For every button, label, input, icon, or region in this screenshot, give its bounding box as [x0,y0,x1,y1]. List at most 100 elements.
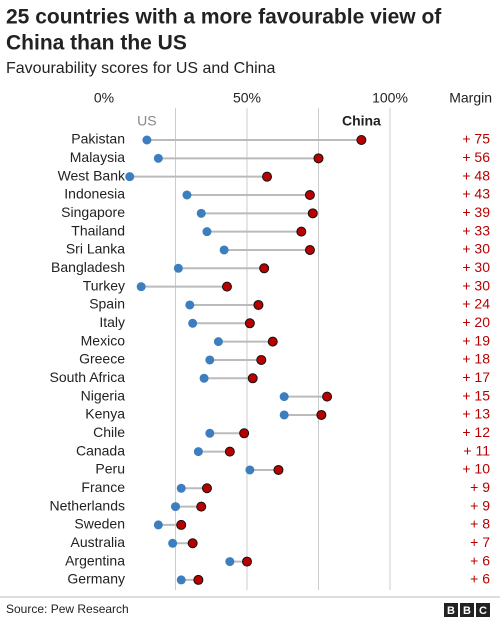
y-tick-label: Spain [89,296,125,312]
chart-title-line: 25 countries with a more favourable view… [6,6,442,29]
china-dot [242,556,252,567]
china-dot [259,263,270,274]
chart-title-line: China than the US [6,32,187,55]
y-tick-label: Turkey [83,277,125,293]
china-dot [316,409,327,420]
us-dot [279,392,289,402]
legend-label: US [137,113,156,129]
us-dot [205,428,215,438]
us-dot [182,190,192,200]
y-tick-label: Peru [95,461,125,477]
us-dot [199,373,209,383]
china-dot [296,226,307,237]
us-dot [193,447,203,457]
us-dot [213,337,223,347]
y-tick-label: Chile [93,424,125,440]
margin-label: + 10 [462,461,490,477]
margin-label: + 13 [462,406,490,422]
margin-label: + 12 [462,424,490,440]
china-dot [193,574,204,585]
x-tick-label: 50% [233,90,261,106]
margin-label: + 24 [462,296,490,312]
margin-label: + 56 [462,149,490,165]
china-dot [221,281,232,292]
y-tick-label: Bangladesh [51,259,125,275]
us-dot [245,465,255,475]
logo-letter: B [447,605,455,617]
source: Source: Pew Research [6,602,129,616]
logo-letter: B [463,605,471,617]
y-tick-label: Nigeria [81,387,126,403]
y-tick-label: Mexico [81,332,126,348]
margin-label: + 20 [462,314,490,330]
margin-label: + 48 [462,167,490,183]
china-dot [201,483,212,494]
china-dot [256,354,267,365]
margin-label: + 18 [462,351,490,367]
china-dot [313,153,324,164]
china-dot [262,171,273,182]
us-dot [185,300,195,310]
y-tick-label: West Bank [58,167,126,183]
china-dot [244,318,255,329]
us-dot [176,575,186,585]
y-tick-label: Pakistan [71,131,125,147]
y-tick-label: Australia [71,534,126,550]
us-dot [153,520,163,530]
y-tick-label: Singapore [61,204,125,220]
us-dot [136,282,146,292]
china-dot [253,299,264,310]
margin-label: + 17 [462,369,490,385]
china-dot [224,446,235,457]
y-tick-label: Canada [76,442,125,458]
us-dot [171,502,180,512]
y-tick-label: Sweden [74,516,125,532]
x-tick-label: 100% [372,90,408,106]
margin-label: + 19 [462,332,490,348]
us-dot [225,557,235,567]
china-dot [247,373,258,384]
y-tick-label: Kenya [85,406,125,422]
margin-label: + 8 [470,516,490,532]
us-dot [219,245,229,255]
margin-label: + 6 [470,552,490,568]
legend-label: China [342,113,381,129]
margin-label: + 7 [470,534,490,550]
margin-label: + 39 [462,204,490,220]
margin-header: Margin [449,90,492,106]
y-tick-label: Malaysia [70,149,125,165]
y-tick-label: Indonesia [64,186,125,202]
margin-label: + 75 [462,131,490,147]
margin-label: + 33 [462,222,490,238]
logo-letter: C [479,605,487,617]
china-dot [304,244,315,255]
china-dot [307,208,318,219]
us-dot [173,263,183,273]
us-dot [188,318,198,328]
us-dot [196,208,206,218]
y-tick-label: Netherlands [50,497,126,513]
margin-label: + 9 [470,497,490,513]
china-dot [196,501,207,512]
us-dot [125,172,135,182]
y-tick-label: Germany [67,571,125,587]
us-dot [153,153,163,163]
y-tick-label: South Africa [50,369,126,385]
china-dot [356,135,367,145]
margin-label: + 30 [462,241,490,257]
margin-label: + 43 [462,186,490,202]
china-dot [239,428,250,439]
y-tick-label: Greece [79,351,125,367]
china-dot [267,336,278,347]
margin-label: + 9 [470,479,490,495]
y-tick-label: Thailand [71,222,125,238]
x-tick-label: 0% [94,90,114,106]
china-dot [273,464,284,475]
china-dot [322,391,333,402]
y-tick-label: France [81,479,125,495]
us-dot [205,355,215,365]
margin-label: + 30 [462,277,490,293]
china-dot [176,519,187,530]
china-dot [304,189,315,200]
